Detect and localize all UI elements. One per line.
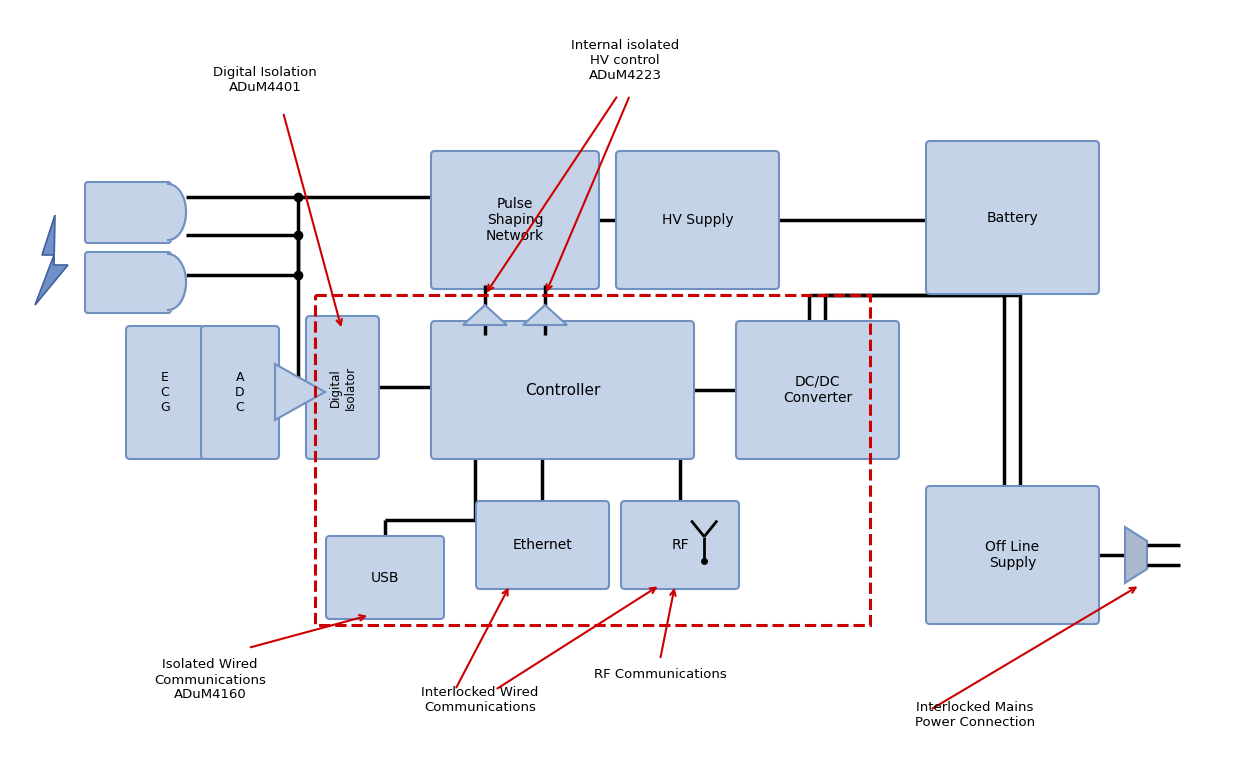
FancyBboxPatch shape — [431, 321, 693, 459]
Text: A
D
C: A D C — [235, 371, 245, 414]
Text: Internal isolated
HV control
ADuM4223: Internal isolated HV control ADuM4223 — [571, 38, 679, 82]
FancyBboxPatch shape — [476, 501, 609, 589]
Text: Pulse
Shaping
Network: Pulse Shaping Network — [486, 197, 544, 243]
Text: DC/DC
Converter: DC/DC Converter — [783, 375, 852, 405]
FancyBboxPatch shape — [621, 501, 740, 589]
Text: Isolated Wired
Communications
ADuM4160: Isolated Wired Communications ADuM4160 — [154, 659, 266, 702]
Text: USB: USB — [371, 571, 400, 584]
Text: Ethernet: Ethernet — [513, 538, 573, 552]
Text: Interlocked Mains
Power Connection: Interlocked Mains Power Connection — [915, 701, 1035, 729]
FancyBboxPatch shape — [200, 326, 279, 459]
Text: Interlocked Wired
Communications: Interlocked Wired Communications — [421, 686, 539, 714]
FancyBboxPatch shape — [926, 486, 1099, 624]
FancyBboxPatch shape — [85, 182, 171, 243]
Text: Off Line
Supply: Off Line Supply — [986, 540, 1040, 570]
Text: HV Supply: HV Supply — [661, 213, 733, 227]
Text: Digital Isolation
ADuM4401: Digital Isolation ADuM4401 — [213, 66, 317, 94]
FancyBboxPatch shape — [431, 151, 599, 289]
FancyBboxPatch shape — [85, 252, 171, 313]
Text: Controller: Controller — [525, 382, 600, 398]
FancyBboxPatch shape — [126, 326, 204, 459]
Text: Battery: Battery — [986, 210, 1038, 224]
Polygon shape — [275, 364, 325, 420]
Text: RF Communications: RF Communications — [594, 669, 726, 682]
Text: Digital
Isolator: Digital Isolator — [329, 366, 356, 409]
Text: E
C
G: E C G — [161, 371, 169, 414]
Polygon shape — [35, 215, 68, 305]
Text: RF: RF — [671, 538, 688, 552]
Polygon shape — [523, 305, 566, 325]
FancyBboxPatch shape — [306, 316, 378, 459]
FancyBboxPatch shape — [616, 151, 779, 289]
FancyBboxPatch shape — [326, 536, 444, 619]
FancyBboxPatch shape — [736, 321, 899, 459]
FancyBboxPatch shape — [926, 141, 1099, 294]
Polygon shape — [1125, 527, 1147, 583]
Polygon shape — [463, 305, 507, 325]
